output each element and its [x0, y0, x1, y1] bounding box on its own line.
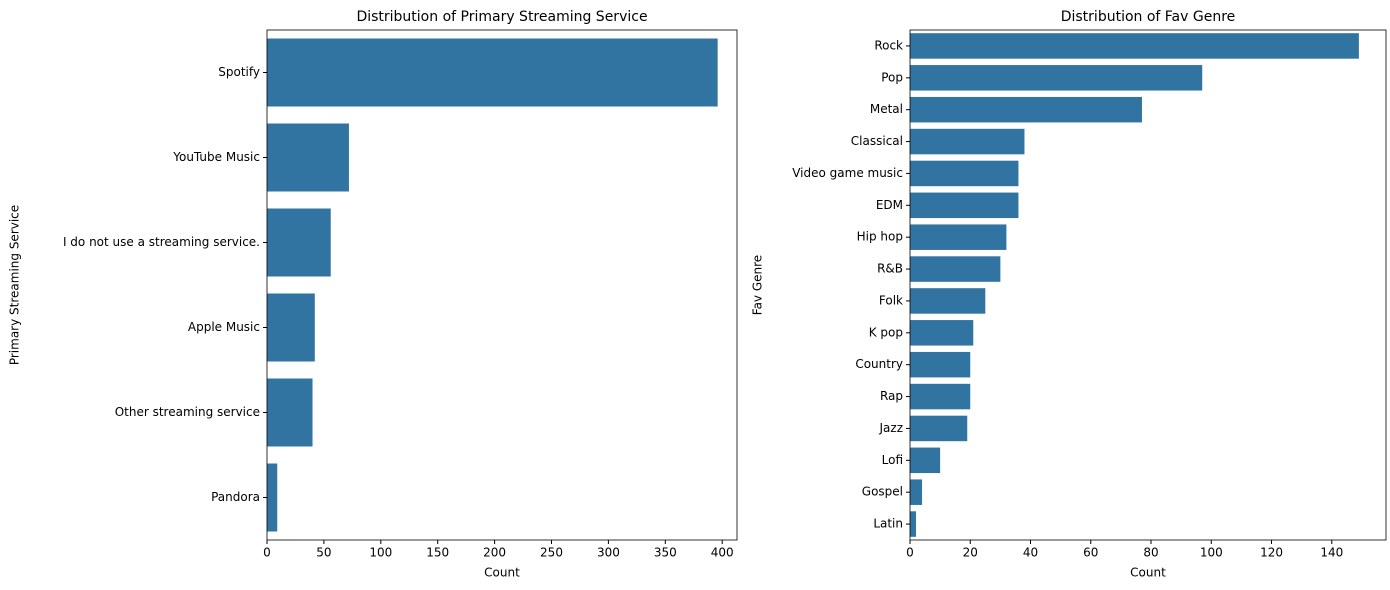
axes-frame	[266, 29, 738, 541]
bar	[910, 351, 971, 378]
bar	[267, 38, 718, 107]
x-axis-label: Count	[484, 566, 520, 580]
y-tick-label: Jazz	[879, 421, 904, 435]
y-axis-label: Primary Streaming Service	[8, 205, 22, 365]
chart-title: Distribution of Primary Streaming Servic…	[356, 9, 647, 25]
x-axis-label: Count	[1130, 566, 1166, 580]
y-tick-label: EDM	[876, 198, 903, 212]
bar	[910, 192, 1019, 219]
y-tick-label: Hip hop	[857, 230, 903, 244]
y-tick-label: Classical	[851, 134, 903, 148]
y-tick-label: Pop	[881, 70, 903, 84]
bar	[910, 96, 1142, 123]
x-tick-label: 120	[1260, 546, 1283, 560]
x-tick-label: 300	[597, 546, 620, 560]
x-tick-label: 400	[711, 546, 734, 560]
y-tick-label: Gospel	[862, 485, 903, 499]
y-tick-label: K pop	[869, 325, 903, 339]
bar	[910, 33, 1359, 59]
y-tick-label: Rap	[880, 389, 903, 403]
bar	[910, 320, 974, 346]
y-tick-label: I do not use a streaming service.	[63, 235, 260, 249]
x-tick-label: 200	[483, 546, 506, 560]
x-tick-label: 0	[263, 546, 271, 560]
y-tick-label: Country	[855, 357, 903, 371]
y-tick-label: YouTube Music	[172, 150, 260, 164]
x-tick-label: 80	[1143, 546, 1158, 560]
axes-frame	[909, 29, 1387, 541]
x-tick-label: 20	[963, 546, 978, 560]
bar	[910, 511, 917, 537]
y-tick-label: Rock	[874, 38, 903, 52]
x-tick-label: 60	[1083, 546, 1098, 560]
bar	[910, 447, 941, 474]
y-tick-label: Lofi	[882, 453, 903, 467]
y-tick-label: Pandora	[211, 490, 260, 504]
bar	[910, 65, 1203, 91]
bar	[910, 383, 971, 410]
x-tick-label: 100	[1200, 546, 1223, 560]
chart-title: Distribution of Fav Genre	[1061, 9, 1236, 25]
bar	[910, 288, 986, 314]
y-tick-label: Other streaming service	[115, 405, 260, 419]
x-tick-label: 150	[426, 546, 449, 560]
x-tick-label: 250	[540, 546, 563, 560]
x-tick-label: 100	[369, 546, 392, 560]
bar	[910, 415, 968, 442]
y-tick-label: Spotify	[218, 65, 260, 79]
y-tick-label: Folk	[879, 293, 903, 307]
bar	[267, 208, 331, 277]
bar	[267, 293, 315, 362]
y-tick-label: Latin	[873, 517, 903, 531]
y-tick-label: Video game music	[792, 166, 903, 180]
x-tick-label: 50	[316, 546, 331, 560]
x-tick-label: 350	[654, 546, 677, 560]
x-tick-label: 140	[1320, 546, 1343, 560]
x-tick-label: 0	[906, 546, 914, 560]
x-tick-label: 40	[1023, 546, 1038, 560]
bar	[267, 463, 278, 532]
bar	[910, 160, 1019, 187]
bar	[267, 378, 313, 447]
y-tick-label: R&B	[877, 262, 903, 276]
y-tick-label: Metal	[870, 102, 903, 116]
bar	[267, 123, 349, 192]
bar	[910, 128, 1025, 155]
bar	[910, 224, 1007, 250]
y-axis-label: Fav Genre	[751, 255, 765, 315]
bar	[910, 256, 1001, 282]
bar	[910, 479, 923, 505]
y-tick-label: Apple Music	[188, 320, 260, 334]
